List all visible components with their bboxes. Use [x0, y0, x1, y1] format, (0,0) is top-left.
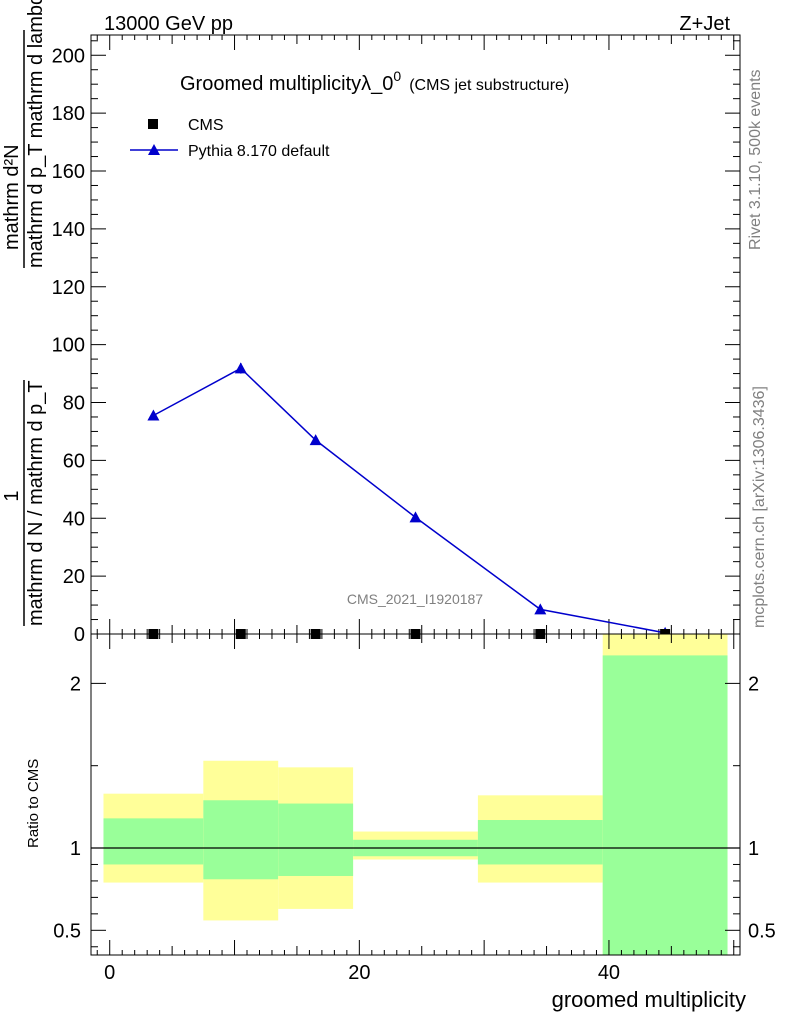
main-ytick-label: 200 [52, 45, 85, 67]
main-ytick-label: 60 [63, 450, 85, 472]
y-label-frac-num: 1 [1, 490, 23, 501]
ratio-band-inner-1 [203, 800, 279, 880]
main-ytick-label: 100 [52, 335, 85, 357]
ratio-ytick-label-left: 1 [70, 838, 81, 860]
y-label-main-num: mathrm d²N [1, 144, 23, 250]
x-axis-label: groomed multiplicity [552, 987, 746, 1012]
main-ytick-label: 40 [63, 508, 85, 530]
process-label: Z+Jet [679, 13, 730, 35]
pythia-series-line [153, 367, 666, 634]
main-ytick-label: 20 [63, 566, 85, 588]
ratio-ytick-label-right: 2 [748, 673, 759, 695]
main-ytick-label: 80 [63, 393, 85, 415]
ratio-y-label: Ratio to CMS [25, 759, 42, 848]
main-ytick-label: 120 [52, 277, 85, 299]
ratio-ytick-label-right: 0.5 [748, 920, 776, 942]
pythia-point [234, 362, 247, 374]
title-superscript: 0 [393, 68, 401, 84]
pythia-point [147, 409, 160, 421]
legend-pythia-marker [148, 144, 160, 155]
ratio-band-inner-0 [103, 818, 204, 865]
main-ytick-label: 180 [52, 103, 85, 125]
rivet-label: Rivet 3.1.10, 500k events [747, 69, 764, 250]
ratio-ytick-label-right: 1 [748, 838, 759, 860]
legend-cms-marker [148, 119, 158, 129]
pythia-point [534, 603, 547, 615]
pythia-point [309, 434, 322, 446]
svg-text:Groomed multiplicityλ_00(CMS j: Groomed multiplicityλ_00 (CMS jet substru… [180, 68, 569, 95]
ratio-frame [90, 633, 741, 956]
y-label-frac-den: mathrm d N / mathrm d p_T [25, 380, 47, 626]
ratio-band-inner-5 [602, 655, 728, 955]
plot-title: Groomed multiplicityλ_00 (CMS jet substru… [180, 68, 569, 95]
ratio-panel: 0 20 40 0.5 0.5 1 1 2 2 [53, 633, 776, 984]
main-ytick-label: 0 [74, 624, 85, 646]
legend: CMS Pythia 8.170 default [130, 117, 330, 160]
ratio-band-inner-2 [278, 803, 354, 876]
x-tick-label: 40 [598, 962, 620, 984]
main-ytick-label: 140 [52, 219, 85, 241]
mcplots-label: mcplots.cern.ch [arXiv:1306.3436] [751, 386, 768, 628]
ratio-band-inner-4 [477, 820, 603, 865]
legend-pythia-label: Pythia 8.170 default [188, 143, 330, 160]
ratio-ytick-label-left: 2 [70, 673, 81, 695]
x-tick-label: 20 [348, 962, 370, 984]
pythia-point [409, 511, 422, 523]
analysis-id: CMS_2021_I1920187 [347, 591, 483, 607]
legend-cms-label: CMS [188, 117, 224, 134]
title-main: Groomed multiplicityλ_0 [180, 73, 393, 95]
title-tag: (CMS jet substructure) [409, 77, 569, 94]
y-axis-label: 1 mathrm d N / mathrm d p_T mathrm d²N m… [1, 0, 47, 626]
x-tick-label: 0 [104, 962, 115, 984]
y-label-main-den: mathrm d p_T mathrm d lambda [25, 0, 47, 268]
main-ytick-label: 160 [52, 161, 85, 183]
energy-label: 13000 GeV pp [104, 13, 233, 35]
ratio-ytick-label-left: 0.5 [53, 920, 81, 942]
